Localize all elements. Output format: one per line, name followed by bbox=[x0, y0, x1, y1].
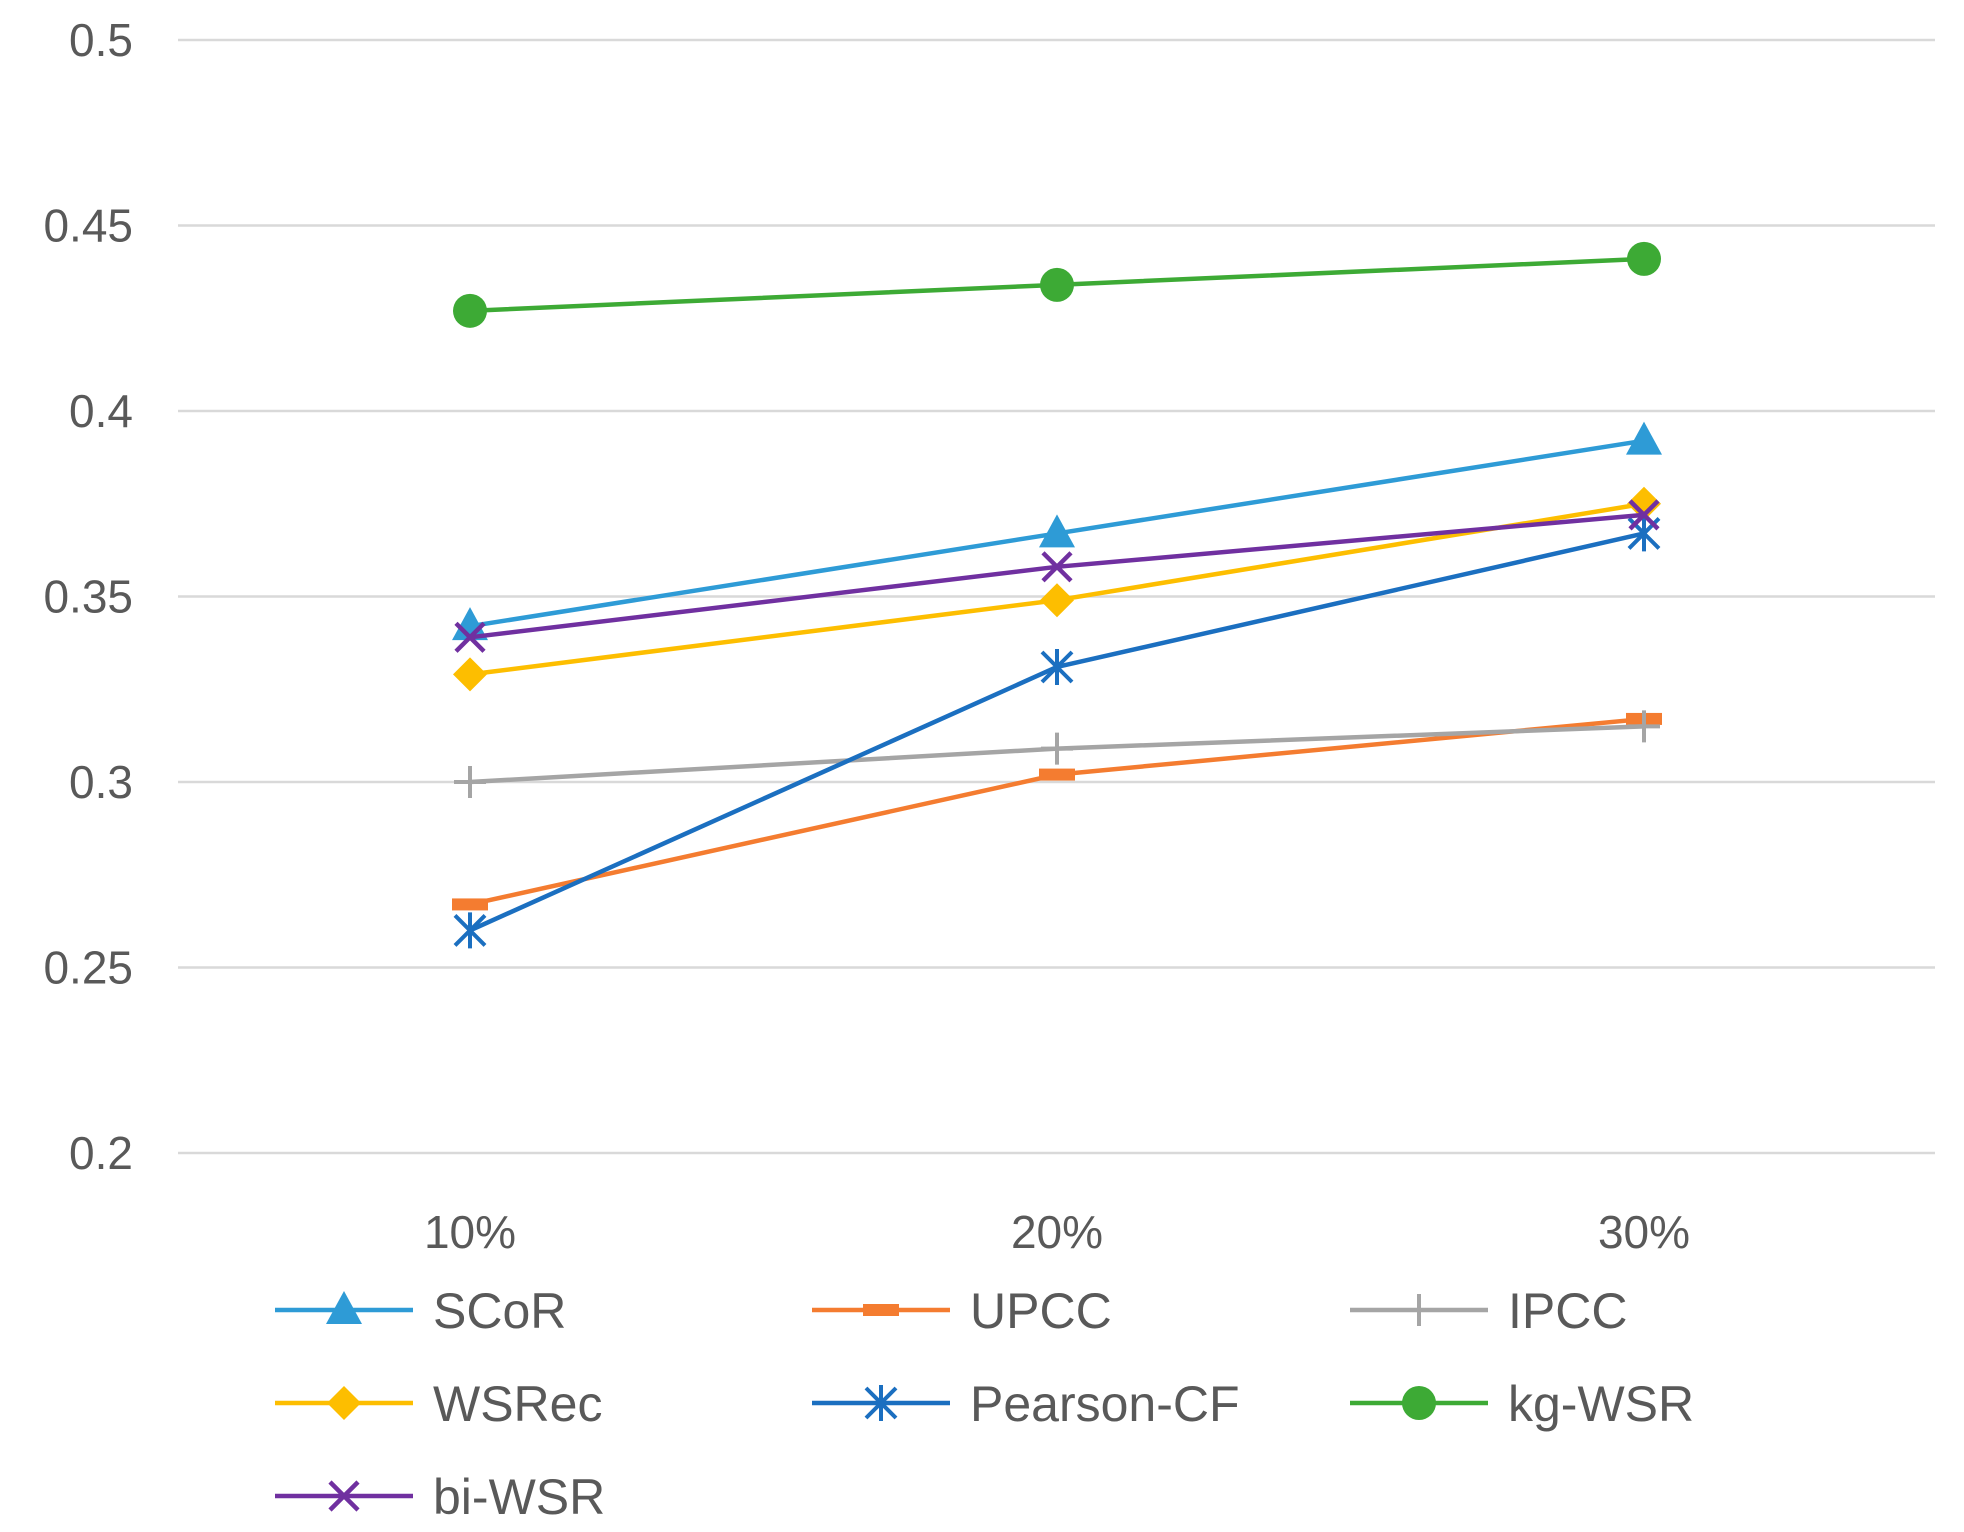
legend-item-scor: SCoR bbox=[275, 1283, 566, 1339]
data-point-ipcc bbox=[1628, 710, 1660, 743]
x-category-label: 30% bbox=[1598, 1206, 1690, 1258]
legend: SCoR UPCC IPCC WSRec Pearson-CF kg-WSR bi-WSR bbox=[275, 1283, 1694, 1525]
y-tick-label: 0.35 bbox=[43, 571, 133, 623]
legend-item-bi-wsr: bi-WSR bbox=[275, 1469, 605, 1525]
data-point-kg-wsr bbox=[1627, 241, 1661, 276]
series-pearson-cf bbox=[453, 515, 1661, 949]
data-point-ipcc bbox=[454, 766, 486, 798]
y-tick-label: 0.25 bbox=[43, 942, 133, 994]
x-category-label: 20% bbox=[1011, 1206, 1103, 1258]
data-point-pearson-cf bbox=[1040, 648, 1074, 685]
data-point-pearson-cf bbox=[1627, 515, 1661, 552]
legend-item-wsrec: WSRec bbox=[275, 1376, 602, 1432]
data-point-scor bbox=[1626, 421, 1662, 455]
data-point-bi-wsr bbox=[454, 621, 486, 653]
data-point-pearson-cf bbox=[453, 912, 487, 949]
legend-label: bi-WSR bbox=[433, 1469, 605, 1525]
series-wsrec bbox=[453, 486, 1661, 692]
x-category-label: 10% bbox=[424, 1206, 516, 1258]
data-point-scor bbox=[452, 607, 488, 641]
x-axis-category-labels: 10% 20% 30% bbox=[424, 1206, 1690, 1258]
data-point-bi-wsr bbox=[1628, 499, 1660, 531]
legend-marker-wsrec bbox=[327, 1386, 361, 1420]
series-kg-wsr bbox=[453, 241, 1661, 328]
legend-marker-upcc bbox=[863, 1304, 899, 1316]
data-point-upcc bbox=[452, 898, 488, 911]
series-ipcc bbox=[454, 710, 1660, 798]
series-lines bbox=[452, 241, 1662, 949]
series-upcc bbox=[452, 712, 1662, 911]
legend-item-ipcc: IPCC bbox=[1350, 1283, 1627, 1339]
legend-marker-scor bbox=[326, 1291, 362, 1324]
data-point-kg-wsr bbox=[1040, 267, 1074, 302]
data-point-bi-wsr bbox=[1041, 551, 1073, 583]
legend-label: kg-WSR bbox=[1508, 1376, 1694, 1432]
y-tick-label: 0.4 bbox=[69, 385, 133, 437]
legend-item-pearson-cf: Pearson-CF bbox=[812, 1376, 1240, 1432]
y-axis-tick-labels: 0.2 0.25 0.3 0.35 0.4 0.45 0.5 bbox=[43, 14, 133, 1179]
legend-label: Pearson-CF bbox=[970, 1376, 1240, 1432]
data-point-upcc bbox=[1039, 768, 1075, 781]
legend-item-upcc: UPCC bbox=[812, 1283, 1112, 1339]
legend-marker-ipcc bbox=[1403, 1294, 1435, 1326]
y-tick-label: 0.2 bbox=[69, 1127, 133, 1179]
y-tick-label: 0.3 bbox=[69, 756, 133, 808]
y-tick-label: 0.45 bbox=[43, 200, 133, 252]
legend-item-kg-wsr: kg-WSR bbox=[1350, 1376, 1694, 1432]
legend-label: IPCC bbox=[1508, 1283, 1627, 1339]
data-point-kg-wsr bbox=[453, 293, 487, 328]
data-point-scor bbox=[1039, 514, 1075, 548]
legend-marker-pearson-cf bbox=[864, 1385, 898, 1421]
legend-label: UPCC bbox=[970, 1283, 1112, 1339]
legend-marker-kg-wsr bbox=[1402, 1386, 1436, 1420]
data-point-wsrec bbox=[453, 657, 487, 692]
series-scor bbox=[452, 421, 1662, 641]
y-tick-label: 0.5 bbox=[69, 14, 133, 66]
legend-label: WSRec bbox=[433, 1376, 602, 1432]
legend-label: SCoR bbox=[433, 1283, 566, 1339]
data-point-wsrec bbox=[1040, 583, 1074, 618]
legend-marker-bi-wsr bbox=[328, 1480, 360, 1512]
data-point-ipcc bbox=[1041, 732, 1073, 765]
data-point-wsrec bbox=[1627, 486, 1661, 521]
series-bi-wsr bbox=[454, 499, 1660, 653]
